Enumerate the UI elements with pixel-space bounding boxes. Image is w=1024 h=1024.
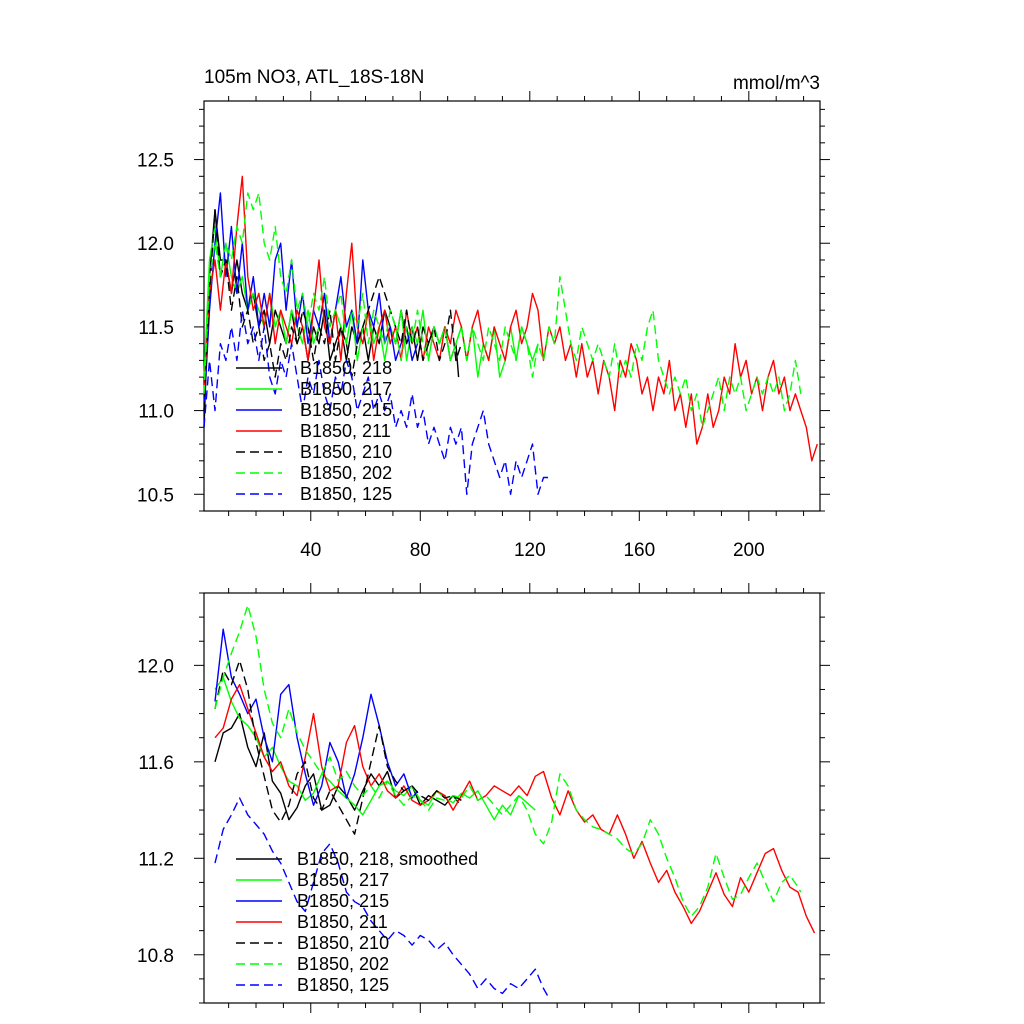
series-group: [214, 604, 816, 999]
legend-label: B1850, 211: [297, 912, 388, 932]
series-line-3: [214, 683, 816, 934]
y-tick-label: 12.5: [137, 151, 174, 172]
plot-frame: [203, 592, 821, 1004]
x-tick-label: 200: [733, 540, 765, 561]
series-line-5: [214, 604, 802, 917]
series-line-5: [203, 192, 802, 428]
units-label: mmol/m^3: [733, 73, 820, 94]
y-tick-label: 12.0: [137, 656, 174, 677]
x-tick-label: 40: [300, 540, 321, 561]
series-line-6: [214, 797, 550, 999]
series-line-4: [214, 659, 462, 835]
legend-label: B1850, 217: [297, 870, 389, 890]
series-group: [203, 175, 818, 495]
y-tick-label: 12.0: [137, 234, 174, 255]
legend-label: B1850, 210: [300, 442, 392, 462]
y-tick-label: 10.8: [137, 946, 174, 967]
series-line-2: [214, 628, 419, 806]
y-axis: 10.8 11.2 11.6 12.0: [137, 592, 830, 1004]
plot-title: 105m NO3, ATL_18S-18N: [204, 67, 424, 88]
series-line-3: [203, 175, 818, 462]
raw-timeseries-panel: 40 80 120 160 200 10.5 11.0 11.5 12.0 12.5 B1850, …: [137, 91, 830, 561]
x-tick-label: 120: [514, 540, 546, 561]
y-tick-label: 11.0: [138, 402, 174, 423]
y-axis: 10.5 11.0 11.5 12.0 12.5: [137, 108, 830, 512]
plot-frame: [203, 100, 821, 512]
y-tick-label: 11.2: [138, 849, 174, 870]
series-line-6: [203, 309, 549, 495]
y-tick-label: 11.5: [138, 318, 174, 339]
legend-label: B1850, 215: [300, 400, 392, 420]
x-axis: 40 80 120 160 200: [228, 91, 805, 561]
legend-label: B1850, 211: [300, 421, 391, 441]
legend-label: B1850, 210: [297, 933, 389, 953]
y-tick-label: 10.5: [137, 485, 174, 506]
legend-label: B1850, 218, smoothed: [297, 849, 478, 869]
legend-label: B1850, 215: [297, 891, 389, 911]
series-line-4: [203, 209, 463, 411]
series-line-1: [214, 676, 536, 821]
legend-label: B1850, 202: [297, 954, 389, 974]
legend-label: B1850, 202: [300, 463, 392, 483]
x-tick-label: 160: [623, 540, 655, 561]
legend-label: B1850, 218: [300, 358, 392, 378]
legend-label: B1850, 125: [300, 484, 392, 504]
y-tick-label: 11.6: [138, 753, 174, 774]
x-axis: [228, 583, 805, 1013]
x-tick-label: 80: [410, 540, 431, 561]
legend-label: B1850, 125: [297, 975, 389, 995]
legend-label: B1850, 217: [300, 379, 392, 399]
